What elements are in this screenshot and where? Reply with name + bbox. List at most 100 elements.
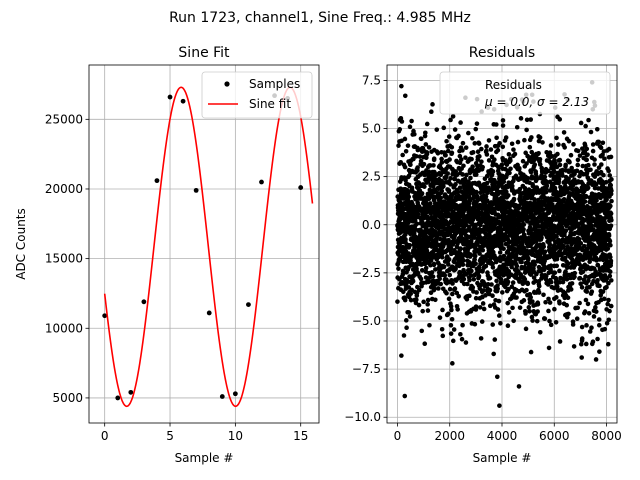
residual-point bbox=[579, 146, 585, 151]
residual-point bbox=[455, 189, 461, 195]
sample-point bbox=[180, 98, 186, 104]
residual-point bbox=[483, 293, 488, 298]
residual-point bbox=[546, 168, 551, 174]
residual-point bbox=[462, 184, 467, 190]
residual-point bbox=[585, 301, 591, 307]
residual-point bbox=[468, 273, 474, 278]
residual-point bbox=[460, 322, 465, 328]
residual-point bbox=[592, 157, 597, 162]
residual-point bbox=[414, 153, 419, 159]
residual-point bbox=[399, 83, 404, 89]
residual-point bbox=[415, 165, 420, 170]
residual-point bbox=[557, 279, 563, 285]
residual-point bbox=[497, 250, 503, 255]
residual-point bbox=[574, 168, 580, 174]
residual-point bbox=[425, 297, 431, 303]
residual-point bbox=[446, 262, 451, 267]
residual-point bbox=[567, 159, 572, 165]
residual-point bbox=[539, 169, 545, 175]
residual-point bbox=[497, 403, 502, 408]
residual-point bbox=[592, 185, 598, 191]
residual-point bbox=[480, 164, 485, 170]
residual-point bbox=[509, 183, 515, 189]
residual-point bbox=[447, 286, 453, 292]
residual-point bbox=[443, 152, 448, 158]
residual-point bbox=[556, 176, 562, 182]
residual-point bbox=[536, 290, 542, 295]
residual-point bbox=[555, 151, 560, 157]
residual-point bbox=[523, 326, 529, 332]
residual-point bbox=[586, 278, 591, 283]
residual-point bbox=[557, 157, 563, 163]
residual-point bbox=[486, 158, 492, 163]
residual-point bbox=[496, 313, 502, 318]
residual-point bbox=[442, 273, 448, 278]
residual-point bbox=[400, 152, 405, 158]
residual-point bbox=[553, 319, 559, 325]
residual-point bbox=[597, 283, 602, 289]
residual-point bbox=[516, 384, 522, 389]
residual-point bbox=[561, 130, 567, 135]
residual-point bbox=[579, 355, 585, 360]
residual-point bbox=[438, 281, 444, 287]
residual-point bbox=[595, 262, 601, 268]
residual-point bbox=[572, 171, 577, 177]
residual-point bbox=[483, 194, 489, 199]
residual-point bbox=[437, 236, 443, 242]
residual-point bbox=[430, 274, 436, 279]
residual-point bbox=[450, 281, 455, 286]
residual-point bbox=[444, 277, 449, 282]
residual-point bbox=[410, 279, 416, 284]
residual-point bbox=[547, 300, 553, 305]
residual-point bbox=[569, 165, 574, 171]
residual-point bbox=[526, 305, 532, 310]
residual-point bbox=[557, 301, 562, 306]
residual-point bbox=[552, 306, 557, 312]
residual-point bbox=[532, 162, 538, 167]
residual-point bbox=[581, 243, 587, 249]
residual-point bbox=[555, 284, 560, 290]
residual-point bbox=[477, 305, 483, 310]
residual-point bbox=[398, 159, 403, 165]
residual-point bbox=[522, 137, 527, 143]
residual-point bbox=[416, 302, 422, 308]
residual-point bbox=[471, 277, 477, 282]
residual-point bbox=[426, 145, 432, 150]
residual-point bbox=[472, 141, 478, 146]
residual-point bbox=[536, 264, 542, 270]
residual-point bbox=[528, 349, 534, 355]
residual-point bbox=[408, 258, 413, 263]
residual-point bbox=[539, 235, 544, 241]
residual-point bbox=[517, 165, 522, 171]
residual-point bbox=[544, 179, 550, 185]
residual-point bbox=[500, 144, 506, 150]
residual-point bbox=[463, 340, 469, 345]
residuals-y-tick-label: 0.0 bbox=[362, 218, 381, 232]
residual-point bbox=[484, 180, 490, 186]
residual-point bbox=[564, 276, 570, 282]
residual-point bbox=[407, 243, 413, 248]
residual-point bbox=[490, 169, 496, 174]
residuals-panel: Residuals Residuals μ = 0.0, σ = 2.13 0 2… bbox=[344, 45, 622, 465]
residual-point bbox=[400, 268, 406, 274]
residual-point bbox=[511, 318, 516, 324]
residual-point bbox=[572, 274, 577, 280]
residual-point bbox=[593, 309, 599, 314]
sample-point bbox=[298, 185, 304, 190]
residual-point bbox=[424, 155, 429, 161]
residual-point bbox=[440, 307, 445, 313]
sample-point bbox=[232, 391, 238, 397]
residual-point bbox=[514, 124, 520, 130]
residuals-y-tick-label: −2.5 bbox=[352, 266, 381, 280]
residual-point bbox=[403, 177, 408, 183]
residual-point bbox=[424, 248, 430, 254]
residual-point bbox=[536, 283, 542, 289]
residual-point bbox=[529, 135, 534, 140]
residual-point bbox=[518, 116, 524, 121]
residual-point bbox=[609, 177, 614, 182]
residual-point bbox=[406, 310, 412, 315]
residual-point bbox=[433, 267, 438, 272]
residual-point bbox=[520, 158, 526, 164]
residual-point bbox=[474, 189, 479, 195]
residual-point bbox=[497, 140, 502, 146]
